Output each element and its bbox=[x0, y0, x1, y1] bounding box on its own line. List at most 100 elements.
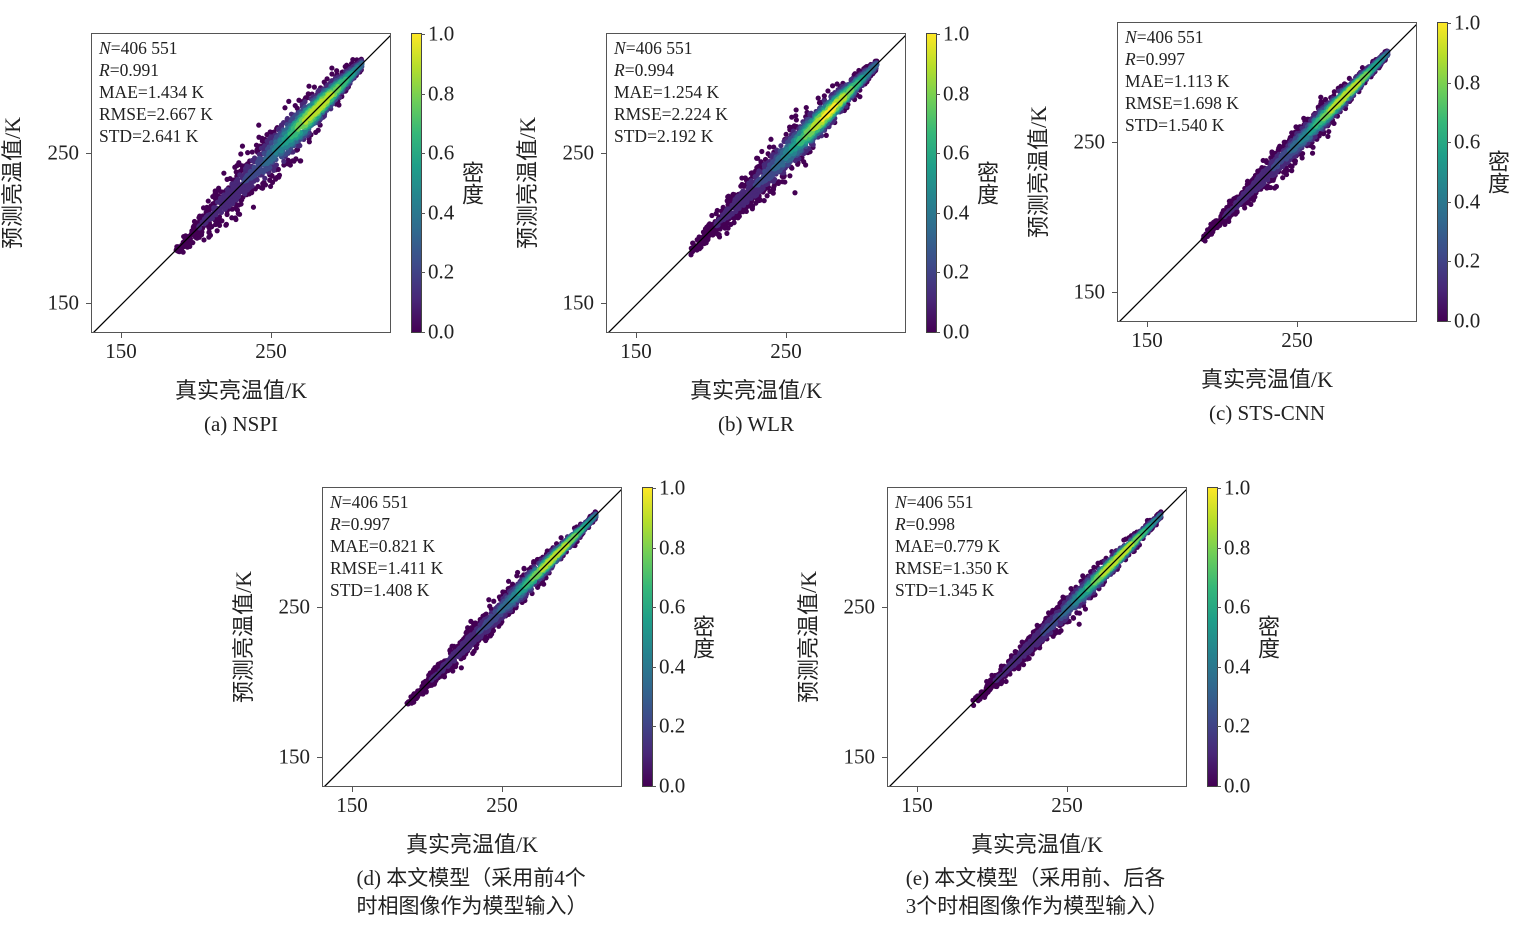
y-tick-label: 250 bbox=[1073, 129, 1106, 154]
data-point bbox=[815, 95, 821, 101]
data-point bbox=[282, 105, 288, 111]
y-axis-label: 预测亮温值/K bbox=[1026, 105, 1051, 239]
data-point bbox=[1318, 94, 1324, 100]
stat-n: N=406 551 bbox=[614, 38, 693, 58]
data-point bbox=[766, 144, 773, 150]
x-tick bbox=[121, 333, 122, 338]
colorbar-label: 密度 bbox=[459, 161, 484, 205]
data-point bbox=[693, 243, 700, 249]
data-point bbox=[1299, 155, 1305, 161]
data-point bbox=[1325, 133, 1331, 139]
data-point bbox=[239, 143, 246, 149]
data-point bbox=[329, 71, 335, 77]
stat-label: MAE bbox=[614, 82, 653, 102]
colorbar-tick-label: 0.0 bbox=[428, 319, 455, 344]
colorbar-tick bbox=[421, 332, 425, 333]
colorbar-tick bbox=[421, 272, 425, 274]
colorbar-tick-label: 0.0 bbox=[943, 319, 970, 344]
y-axis-label: 预测亮温值/K bbox=[0, 116, 25, 250]
panel-caption: (b) WLR bbox=[718, 410, 794, 438]
data-point bbox=[491, 598, 497, 604]
data-point bbox=[789, 114, 795, 120]
stat-label: R bbox=[1125, 49, 1136, 69]
colorbar-tick bbox=[421, 212, 425, 214]
data-point bbox=[223, 198, 230, 204]
stat-label: N bbox=[1125, 27, 1137, 47]
data-point bbox=[465, 625, 471, 631]
stat-value: 2.667 K bbox=[156, 104, 213, 124]
data-point bbox=[313, 129, 319, 135]
colorbar-tick-label: 0.2 bbox=[943, 259, 970, 284]
y-tick bbox=[601, 153, 606, 154]
colorbar-label: 密度 bbox=[974, 161, 999, 205]
caption-line: (c) STS-CNN bbox=[1208, 401, 1326, 425]
data-point bbox=[783, 131, 789, 137]
colorbar-tick-label: 0.2 bbox=[428, 259, 455, 284]
data-point bbox=[793, 107, 799, 113]
data-point bbox=[274, 174, 280, 180]
stat-value: 1.254 K bbox=[662, 82, 720, 102]
colorbar-tick bbox=[1447, 321, 1451, 322]
colorbar-tick bbox=[936, 212, 940, 214]
data-point bbox=[1264, 183, 1271, 189]
colorbar bbox=[926, 33, 937, 333]
data-point bbox=[286, 98, 292, 104]
data-point bbox=[764, 193, 770, 199]
colorbar-tick-label: 0.6 bbox=[943, 140, 970, 165]
y-tick-label: 150 bbox=[562, 290, 595, 315]
data-point bbox=[1326, 128, 1332, 135]
colorbar-tick-label: 0.4 bbox=[428, 200, 455, 225]
scatter-points bbox=[324, 489, 621, 786]
colorbar bbox=[411, 33, 422, 333]
stat-n: N=406 551 bbox=[1125, 27, 1204, 47]
data-point bbox=[205, 198, 211, 204]
data-point bbox=[250, 204, 257, 210]
stat-label: STD bbox=[1125, 115, 1159, 135]
y-axis-label: 预测亮温值/K bbox=[515, 116, 540, 250]
scatter-points bbox=[93, 35, 390, 332]
data-point bbox=[829, 83, 836, 89]
data-point bbox=[755, 155, 761, 161]
colorbar-tick-label: 0.6 bbox=[428, 140, 455, 165]
data-point bbox=[311, 84, 317, 90]
data-point bbox=[267, 177, 273, 183]
colorbar-tick-label: 0.4 bbox=[1454, 189, 1481, 214]
data-point bbox=[285, 157, 291, 163]
data-point bbox=[350, 57, 356, 63]
data-point bbox=[249, 149, 255, 155]
x-axis-label: 真实亮温值/K bbox=[1200, 367, 1334, 392]
y-tick bbox=[86, 303, 91, 304]
x-tick-label: 150 bbox=[620, 339, 652, 363]
data-point bbox=[238, 151, 244, 157]
stat-mae: MAE=1.434 K bbox=[99, 82, 205, 102]
stat-value: 2.224 K bbox=[671, 104, 728, 124]
stat-value: 1.698 K bbox=[1182, 93, 1239, 113]
x-axis-label: 真实亮温值/K bbox=[689, 378, 823, 403]
data-point bbox=[256, 122, 262, 128]
y-tick-label: 250 bbox=[562, 140, 595, 165]
stat-label: R bbox=[614, 60, 625, 80]
data-point bbox=[802, 134, 808, 140]
x-tick-label: 250 bbox=[770, 339, 802, 363]
y-tick-label: 150 bbox=[1073, 279, 1106, 304]
data-point bbox=[825, 88, 831, 94]
data-point bbox=[759, 148, 765, 155]
colorbar-tick-label: 0.0 bbox=[1454, 308, 1481, 333]
stat-rmse: RMSE=2.224 K bbox=[614, 104, 728, 124]
stat-label: MAE bbox=[1125, 71, 1164, 91]
data-point bbox=[290, 158, 296, 164]
data-point bbox=[206, 229, 212, 235]
data-point bbox=[787, 173, 793, 179]
data-point bbox=[267, 183, 274, 190]
colorbar-tick bbox=[1447, 23, 1451, 24]
colorbar-tick-label: 1.0 bbox=[1454, 10, 1481, 35]
data-point bbox=[229, 215, 235, 221]
colorbar-tick-label: 0.8 bbox=[943, 81, 970, 106]
stat-value: 406 551 bbox=[635, 38, 693, 58]
stat-std: STD=2.192 K bbox=[614, 126, 714, 146]
